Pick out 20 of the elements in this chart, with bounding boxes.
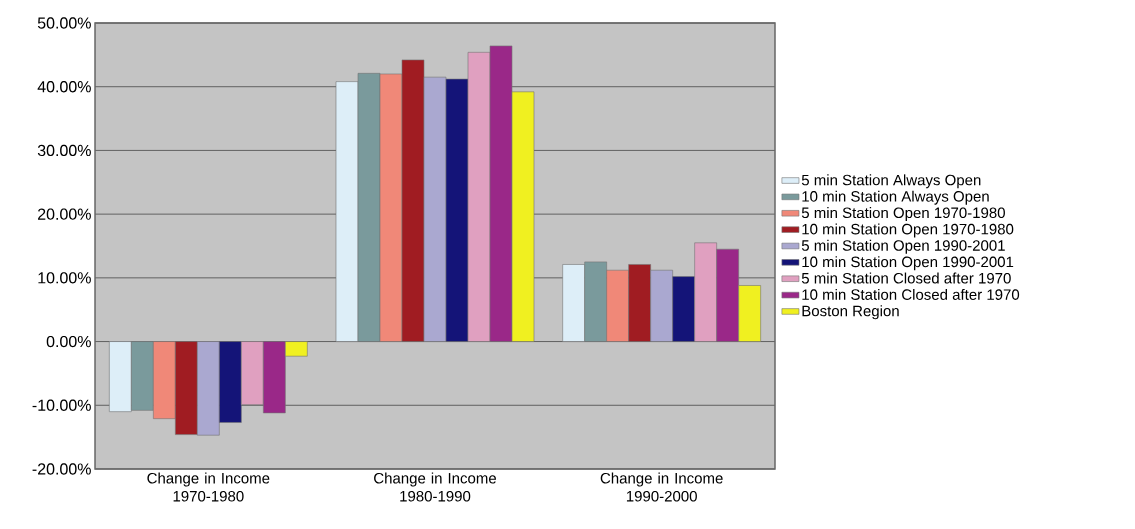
y-tick-label: 40.00% (37, 81, 91, 93)
legend-label: 10 min Station Open 1970-1980 (802, 223, 1014, 238)
x-tick-label: Change in Income 1980-1990 (374, 472, 496, 502)
y-tick-label: 20.00% (38, 208, 91, 220)
x-tick-label: Change in Income 1990-2000 (600, 472, 723, 502)
legend-label: 10 min Station Always Open (802, 190, 989, 205)
legend-label: 10 min Station Open 1990-2001 (802, 256, 1014, 271)
legend-label: 5 min Station Always Open (801, 174, 981, 189)
legend-label: 10 min Station Closed after 1970 (802, 288, 1020, 300)
legend-label: 5 min Station Open 1970-1980 (801, 207, 1005, 222)
legend-label: 5 min Station Closed after 1970 (801, 272, 1011, 284)
y-tick-label: -10.00% (32, 399, 91, 411)
y-tick-label: 50.00% (37, 17, 91, 29)
y-tick-label: 10.00% (38, 272, 91, 284)
legend-label: 5 min Station Open 1990-2001 (801, 239, 1005, 254)
y-tick-label: 0.00% (46, 335, 91, 348)
y-tick-label: -20.00% (32, 463, 91, 475)
x-tick-label: Change in Income 1970-1980 (147, 472, 270, 502)
y-tick-label: 30.00% (37, 144, 91, 157)
legend-label: Boston Region (802, 305, 899, 320)
